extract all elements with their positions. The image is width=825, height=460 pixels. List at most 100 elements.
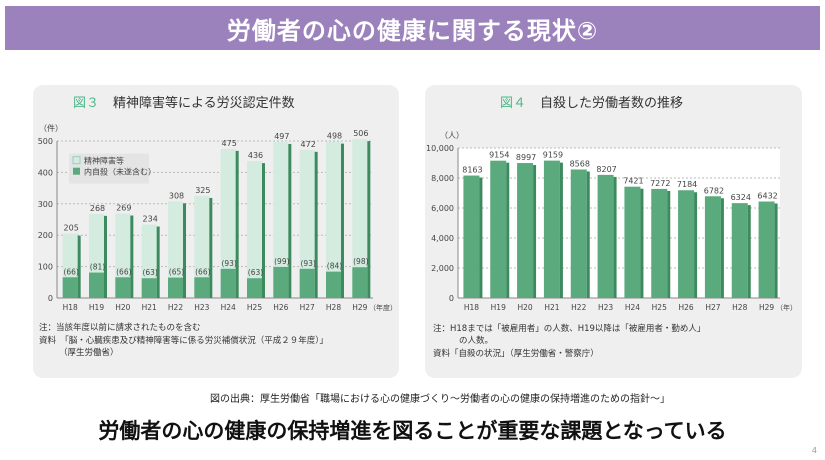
bar-suicide-label: (99)	[274, 257, 289, 266]
bar	[758, 201, 775, 298]
bar-suicide-label: (84)	[327, 262, 342, 271]
bar-suicide	[247, 278, 262, 298]
y-tick-label: 0	[449, 294, 454, 303]
x-tick-label: H22	[571, 303, 586, 312]
bar-value-label: 6432	[757, 192, 777, 201]
x-tick-label: H20	[115, 303, 130, 312]
bar	[194, 195, 210, 298]
figure-4-panel: 図４ 自殺した労働者数の推移 （人） 0 2,000 4,000 6,000 8,000 10,…	[425, 85, 802, 378]
y-axis-unit: （人）	[440, 131, 464, 140]
bar-side	[747, 205, 751, 298]
bar	[220, 148, 236, 298]
bar	[247, 161, 262, 298]
bar	[115, 213, 131, 298]
bar-value-label: 8568	[570, 159, 590, 168]
bar	[731, 203, 748, 298]
x-tick-label: H21	[142, 303, 157, 312]
bar-side	[104, 215, 107, 298]
x-tick-label: H19	[491, 303, 506, 312]
y-tick-label: 400	[38, 168, 53, 177]
bar-value-label: 7272	[650, 179, 670, 188]
bar	[168, 201, 183, 298]
y-tick-label: 200	[38, 231, 53, 240]
bar-suicide-label: (66)	[116, 267, 131, 276]
bar-side	[262, 163, 265, 298]
bar-value-label: 269	[116, 204, 131, 213]
x-tick-label: H27	[300, 303, 315, 312]
y-tick-label: 500	[38, 137, 53, 146]
x-tick-label: H28	[732, 303, 747, 312]
bar-side	[640, 188, 644, 298]
bar	[352, 139, 368, 298]
bar-suicide	[220, 268, 236, 298]
y-tick-label: 4,000	[431, 234, 454, 243]
x-tick-label: H25	[652, 303, 667, 312]
bar-side	[209, 197, 213, 298]
y-tick-label: 2,000	[431, 264, 454, 273]
bar	[704, 196, 721, 298]
bar-suicide	[194, 277, 210, 298]
plot-background	[458, 148, 780, 298]
bar	[273, 141, 289, 298]
y-tick-label: 10,000	[426, 144, 454, 153]
bar-side	[559, 162, 563, 298]
bar-value-label: 325	[195, 186, 210, 195]
x-tick-label: H22	[168, 303, 183, 312]
bar-side	[694, 192, 698, 298]
bar	[624, 186, 641, 298]
bar-value-label: 475	[222, 139, 237, 148]
bar-suicide-label: (98)	[353, 257, 368, 266]
figure-label: 図４	[500, 96, 526, 111]
legend-label: 内自殺（未遂含む）	[84, 167, 156, 177]
legend-swatch-light	[72, 156, 81, 165]
bar	[597, 174, 614, 298]
y-axis-unit: （件）	[39, 123, 63, 133]
bar	[326, 141, 341, 298]
bar-suicide-label: (81)	[90, 263, 105, 272]
x-axis-unit: （年）	[776, 303, 797, 312]
conclusion-text: 労働者の心の健康の保持増進を図ることが重要な課題となっている	[98, 419, 727, 443]
bar-value-label: 234	[143, 215, 158, 224]
bar-suicide	[352, 267, 368, 298]
legend-box	[69, 153, 149, 184]
x-tick-label: H28	[326, 303, 341, 312]
bar-value-label: 506	[353, 129, 368, 138]
x-tick-label: H29	[352, 303, 367, 312]
bar-value-label: 268	[90, 204, 105, 213]
figure-3-source-org: （厚生労働省）	[59, 348, 119, 358]
figure-4-source: 資料「自殺の状況」（厚生労働省・警察庁）	[433, 349, 599, 359]
bar-value-label: 7421	[623, 177, 643, 186]
bar-suicide-label: (65)	[169, 268, 184, 277]
bar-value-label: 8207	[596, 165, 616, 174]
y-tick-label: 6,000	[431, 204, 454, 213]
y-tick-label: 8,000	[431, 174, 454, 183]
x-axis-unit: （年度）	[369, 303, 397, 312]
bar	[678, 190, 695, 298]
bar-suicide	[168, 277, 183, 298]
bar-side	[288, 143, 292, 298]
slide-title: 労働者の心の健康に関する現状②	[5, 6, 820, 50]
x-tick-label: H20	[517, 303, 532, 312]
bar-side	[479, 177, 483, 298]
figure-4-note-cont: の人数。	[459, 336, 494, 346]
bar-suicide	[326, 271, 341, 298]
figure-4-chart: 図４ 自殺した労働者数の推移 （人） 0 2,000 4,000 6,000 8,000 10,…	[426, 96, 797, 312]
bar-side	[586, 171, 590, 298]
bar-suicide	[299, 268, 315, 298]
bar-value-label: 6782	[704, 186, 724, 195]
figure-label: 図３	[73, 96, 99, 111]
bar-side	[341, 143, 344, 298]
bar-side	[667, 190, 671, 298]
bar	[651, 188, 668, 298]
x-tick-label: H24	[625, 303, 640, 312]
bar-value-label: 6324	[731, 193, 751, 202]
chart-title: 精神障害等による労災認定件数	[113, 95, 295, 111]
bar-side	[720, 198, 724, 298]
bar-side	[156, 226, 160, 298]
figure-3-note: 注：当該年度以前に請求されたものを含む	[39, 323, 201, 333]
bar-value-label: 7184	[677, 180, 697, 189]
bar-suicide-label: (63)	[142, 268, 157, 277]
page-number: 4	[811, 446, 817, 455]
bar-suicide	[62, 277, 78, 298]
